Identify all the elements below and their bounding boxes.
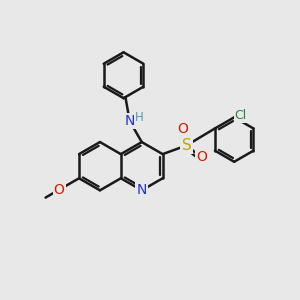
Text: N: N	[136, 183, 147, 197]
Text: S: S	[182, 138, 191, 153]
Text: Cl: Cl	[235, 110, 247, 122]
Text: O: O	[54, 183, 64, 197]
Text: H: H	[135, 111, 143, 124]
Text: O: O	[196, 150, 207, 164]
Text: O: O	[178, 122, 188, 136]
Text: N: N	[124, 114, 135, 128]
